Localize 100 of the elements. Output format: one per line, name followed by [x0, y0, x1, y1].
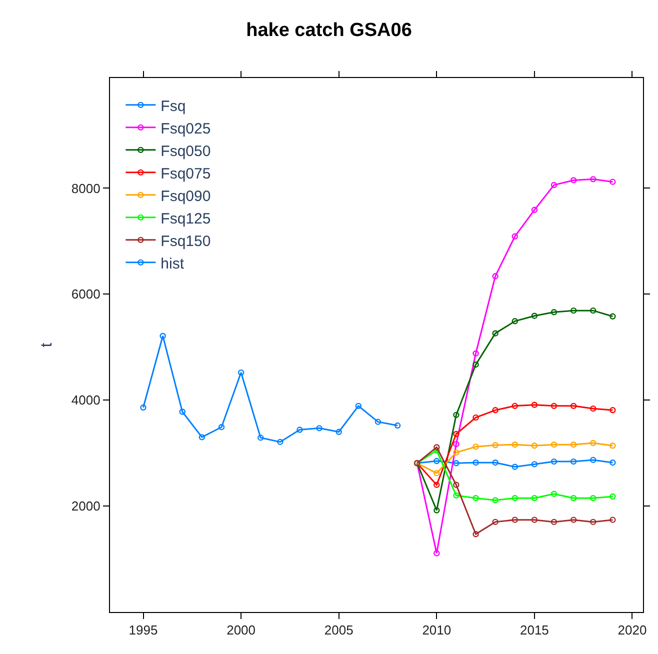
point: [198, 434, 206, 440]
point: [492, 518, 498, 526]
x-tick-label: 1995: [128, 622, 158, 638]
x-tick-label: 2015: [520, 622, 549, 638]
point: [512, 495, 518, 502]
legend-label: Fsq: [160, 98, 186, 115]
point: [472, 414, 479, 421]
point: [570, 458, 577, 465]
point: [512, 402, 518, 410]
point: [550, 490, 558, 497]
point: [218, 424, 225, 430]
point: [610, 516, 616, 523]
point: [355, 402, 362, 410]
point: [472, 444, 479, 450]
point: [610, 460, 616, 466]
legend-label: Fsq090: [160, 188, 211, 205]
point: [492, 460, 498, 466]
point: [434, 550, 440, 556]
point: [316, 425, 322, 432]
legend-label: Fsq050: [160, 142, 211, 160]
y-axis-title: t: [38, 342, 56, 348]
point: [238, 369, 244, 376]
point: [453, 449, 460, 456]
point: [434, 507, 440, 514]
point: [434, 458, 440, 464]
point: [550, 442, 558, 448]
point: [550, 182, 558, 188]
x-tick-label: 2000: [226, 622, 256, 638]
point: [590, 176, 596, 182]
point: [570, 516, 577, 523]
point: [590, 307, 596, 314]
point: [472, 531, 479, 538]
point: [453, 460, 460, 466]
point: [179, 408, 186, 415]
point: [472, 495, 479, 502]
point: [453, 482, 460, 488]
legend-label: Fsq025: [160, 120, 211, 138]
point: [453, 492, 460, 499]
point: [531, 206, 538, 214]
point: [512, 233, 518, 240]
x-tick-label: 2010: [422, 622, 452, 638]
point: [550, 402, 558, 410]
point: [374, 418, 382, 425]
point: [570, 177, 577, 184]
point: [336, 428, 342, 435]
point: [531, 312, 538, 319]
point: [610, 407, 616, 414]
point: [570, 495, 577, 502]
point: [531, 495, 538, 502]
chart-title: hake catch GSA06: [246, 20, 412, 42]
point: [492, 273, 498, 280]
point: [590, 456, 596, 464]
x-tick-label: 2005: [324, 622, 354, 638]
point: [492, 442, 498, 448]
point: [492, 407, 498, 414]
point: [590, 518, 596, 526]
point: [512, 318, 518, 324]
y-tick-label: 2000: [71, 498, 100, 514]
point: [610, 493, 616, 500]
point: [610, 178, 616, 185]
point: [570, 307, 577, 314]
point: [512, 516, 518, 523]
point: [531, 442, 538, 449]
point: [570, 402, 577, 410]
legend-label: hist: [160, 255, 185, 272]
point: [492, 330, 498, 336]
point: [610, 442, 616, 449]
x-tick-label: 2020: [618, 622, 647, 638]
point: [472, 460, 479, 466]
point: [590, 405, 596, 412]
point: [258, 434, 264, 441]
point: [512, 442, 518, 448]
y-tick-label: 8000: [71, 180, 100, 196]
point: [453, 412, 460, 418]
point: [472, 362, 479, 368]
legend-label: Fsq075: [160, 165, 211, 182]
point: [472, 350, 479, 357]
y-tick-label: 4000: [71, 392, 100, 408]
y-tick-label: 6000: [71, 286, 100, 302]
point: [531, 461, 538, 468]
point: [277, 438, 284, 446]
legend-label: Fsq125: [160, 210, 211, 228]
point: [531, 516, 538, 523]
point: [550, 309, 558, 316]
point: [550, 518, 558, 526]
point: [570, 442, 577, 448]
point: [394, 422, 401, 429]
point: [453, 440, 460, 448]
point: [296, 426, 303, 433]
point: [512, 464, 518, 470]
point: [531, 402, 538, 408]
point: [550, 458, 558, 465]
point: [453, 430, 460, 438]
point: [434, 482, 440, 488]
legend-label: Fsq150: [160, 232, 211, 250]
point: [140, 404, 146, 411]
point: [492, 497, 498, 504]
point: [590, 440, 596, 446]
point: [610, 313, 616, 320]
point: [590, 495, 596, 502]
